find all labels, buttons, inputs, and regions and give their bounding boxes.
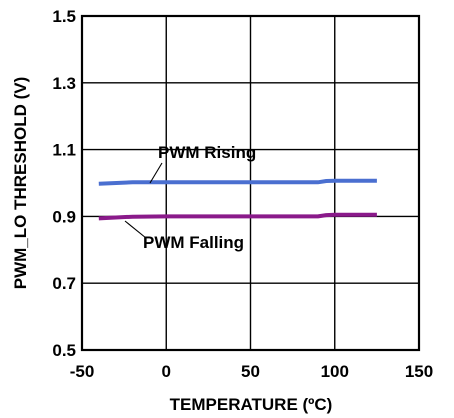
y-tick-label: 1.5 <box>52 7 76 26</box>
y-tick-label: 1.1 <box>52 141 76 160</box>
y-tick-label: 0.5 <box>52 341 76 360</box>
y-tick-label: 0.7 <box>52 274 76 293</box>
x-tick-label: 50 <box>241 362 260 381</box>
annotation-label: PWM Rising <box>158 143 256 162</box>
plot-frame <box>80 14 421 352</box>
y-tick-label: 1.3 <box>52 74 76 93</box>
annotation-leader <box>149 162 163 184</box>
x-tick-label: 0 <box>162 362 171 381</box>
series-line-pwm-falling <box>98 212 377 221</box>
x-axis-title: TEMPERATURE (ºC) <box>170 395 333 414</box>
annotation-label: PWM Falling <box>143 233 244 252</box>
y-tick-label: 0.9 <box>52 207 76 226</box>
series-lines <box>98 178 377 221</box>
tick-labels: 0.5 0.7 0.9 1.1 1.3 1.5 -50 0 50 100 150 <box>52 7 433 381</box>
y-axis-title: PWM_LO THRESHOLD (V) <box>11 77 30 290</box>
x-tick-label: 100 <box>321 362 349 381</box>
x-tick-label: -50 <box>70 362 95 381</box>
annotation-leader <box>124 220 147 239</box>
annotations: PWM Rising PWM Falling <box>124 143 256 252</box>
series-line-pwm-rising <box>98 178 377 186</box>
x-tick-label: 150 <box>405 362 433 381</box>
